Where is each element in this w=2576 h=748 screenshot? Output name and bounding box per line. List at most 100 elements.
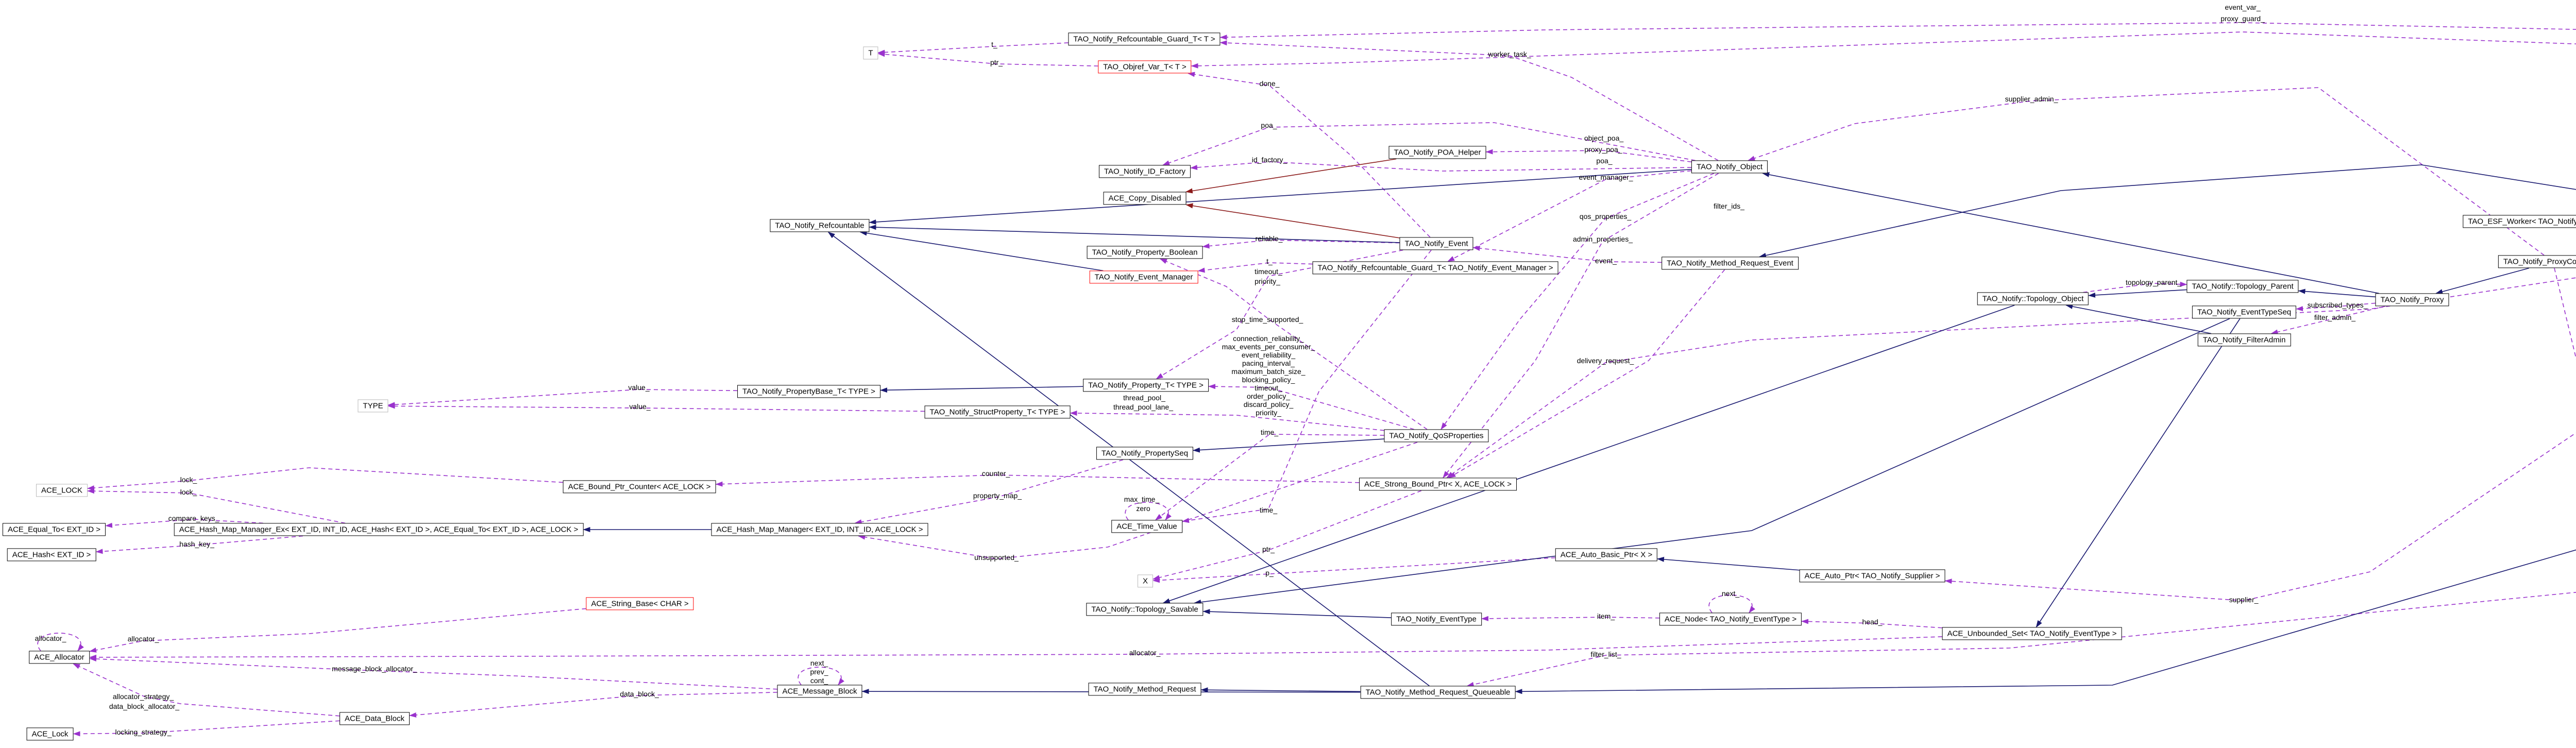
edge-label: zero xyxy=(1136,504,1150,513)
node-equal-to[interactable]: ACE_Equal_To< EXT_ID > xyxy=(2,523,106,536)
edge-guard-t-t-param xyxy=(877,42,1069,55)
edge-notify-object-poa-helper xyxy=(1485,149,1692,163)
node-objref-var[interactable]: TAO_Objref_Var_T< T > xyxy=(1098,60,1192,74)
edge-label: topology_parent_ xyxy=(2125,278,2182,286)
edge-notify-object-qos-properties xyxy=(1440,173,1715,430)
edge-property-t-property-base xyxy=(880,386,1083,393)
node-notify-event[interactable]: TAO_Notify_Event xyxy=(1399,237,1473,250)
node-guard-t[interactable]: TAO_Notify_Refcountable_Guard_T< T > xyxy=(1068,32,1221,46)
edge-label: item_ xyxy=(1597,612,1615,620)
edge-qos-properties-property-seq xyxy=(1193,438,1384,453)
node-ace-lock[interactable]: ACE_Lock xyxy=(26,727,74,741)
edge-auto-basic-ptr-x-param xyxy=(1153,557,1556,583)
node-type-param[interactable]: TYPE xyxy=(358,399,388,413)
edge-label: allocator_ xyxy=(127,635,159,643)
edge-label: allocator_ xyxy=(1129,649,1161,657)
node-hash-map-ex[interactable]: ACE_Hash_Map_Manager_Ex< EXT_ID, INT_ID,… xyxy=(174,523,584,536)
edge-label: supplier_ xyxy=(2229,596,2259,604)
edge-hash-map-ex-ace-lock-t xyxy=(87,488,346,524)
edge-label: done_ xyxy=(1259,79,1280,88)
node-event-type[interactable]: TAO_Notify_EventType xyxy=(1391,613,1482,626)
node-auto-basic-ptr[interactable]: ACE_Auto_Basic_Ptr< X > xyxy=(1555,548,1658,562)
node-guard-em[interactable]: TAO_Notify_Refcountable_Guard_T< TAO_Not… xyxy=(1312,261,1558,275)
node-struct-property[interactable]: TAO_Notify_StructProperty_T< TYPE > xyxy=(924,405,1071,419)
node-poa-helper[interactable]: TAO_Notify_POA_Helper xyxy=(1388,146,1486,159)
node-method-request-event[interactable]: TAO_Notify_Method_Request_Event xyxy=(1662,257,1799,270)
edge-label: event_manager_ xyxy=(1579,173,1633,181)
node-ace-node[interactable]: ACE_Node< TAO_Notify_EventType > xyxy=(1659,613,1802,626)
edge-message-block-self xyxy=(798,667,844,686)
node-data-block[interactable]: ACE_Data_Block xyxy=(340,712,410,725)
node-auto-ptr[interactable]: ACE_Auto_Ptr< TAO_Notify_Supplier > xyxy=(1799,569,1945,583)
node-topology-savable[interactable]: TAO_Notify::Topology_Savable xyxy=(1086,603,1204,616)
edge-notify-proxy-event-type-seq xyxy=(2296,302,2376,312)
edge-label: pacing_interval_ xyxy=(1242,359,1295,367)
edge-unbounded-set-ace-allocator xyxy=(89,636,1942,660)
node-notify-proxy[interactable]: TAO_Notify_Proxy xyxy=(2375,293,2449,307)
edge-time-value-self xyxy=(1125,502,1172,521)
edge-label: locking_strategy_ xyxy=(115,728,172,736)
node-property-boolean[interactable]: TAO_Notify_Property_Boolean xyxy=(1087,246,1203,259)
edge-proxy-consumer-auto-ptr xyxy=(1944,268,2576,601)
node-notify-object[interactable]: TAO_Notify_Object xyxy=(1691,160,1768,174)
edge-qos-properties-struct-property xyxy=(1070,410,1384,431)
edge-filter-admin-topology-object xyxy=(2065,304,2212,334)
node-filter-admin[interactable]: TAO_Notify_FilterAdmin xyxy=(2197,333,2291,347)
node-hash[interactable]: ACE_Hash< EXT_ID > xyxy=(7,548,96,562)
node-property-base[interactable]: TAO_Notify_PropertyBase_T< TYPE > xyxy=(737,385,880,398)
edge-label: supplier_admin_ xyxy=(2005,95,2058,103)
node-refcountable[interactable]: TAO_Notify_Refcountable xyxy=(770,219,870,232)
node-t-param[interactable]: T xyxy=(863,46,878,60)
edge-notify-proxy-topology-parent xyxy=(2298,288,2376,298)
node-event-manager[interactable]: TAO_Notify_Event_Manager xyxy=(1089,270,1198,284)
node-time-value[interactable]: ACE_Time_Value xyxy=(1111,520,1182,533)
node-copy-disabled[interactable]: ACE_Copy_Disabled xyxy=(1103,192,1187,205)
node-strong-bound-ptr[interactable]: ACE_Strong_Bound_Ptr< X, ACE_LOCK > xyxy=(1359,478,1517,491)
edge-label: ptr_ xyxy=(990,58,1003,66)
node-property-t[interactable]: TAO_Notify_Property_T< TYPE > xyxy=(1083,379,1209,392)
edge-ace-allocator-self xyxy=(37,633,84,652)
edge-qos-properties-time-value xyxy=(1155,434,1384,521)
edge-label: lock_ xyxy=(180,475,197,484)
edge-label: ptr_ xyxy=(1262,545,1275,553)
edge-strong-bound-ptr-bound-ptr-counter xyxy=(715,474,1360,487)
edge-notify-event-property-boolean xyxy=(1202,240,1400,249)
node-message-block[interactable]: ACE_Message_Block xyxy=(777,685,862,698)
edge-label: priority_ xyxy=(1256,409,1281,417)
edge-label: head_ xyxy=(1862,618,1883,626)
edge-label: stop_time_supported_ xyxy=(1231,315,1303,324)
edge-label: connection_reliability_ xyxy=(1233,334,1304,343)
node-method-request[interactable]: TAO_Notify_Method_Request xyxy=(1088,683,1201,696)
node-hash-map[interactable]: ACE_Hash_Map_Manager< EXT_ID, INT_ID, AC… xyxy=(711,523,928,536)
node-ace-lock-t[interactable]: ACE_LOCK xyxy=(36,484,88,497)
edge-label: filter_list_ xyxy=(1590,650,1621,658)
node-esf-worker[interactable]: TAO_ESF_Worker< TAO_Notify_ProxySupplier… xyxy=(2463,215,2576,228)
node-method-request-queueable[interactable]: TAO_Notify_Method_Request_Queueable xyxy=(1360,686,1516,699)
node-qos-properties[interactable]: TAO_Notify_QoSProperties xyxy=(1384,429,1489,443)
edge-event-type-seq-topology-savable xyxy=(1194,318,2230,605)
edge-label: hash_key_ xyxy=(179,540,214,548)
node-x-param[interactable]: X xyxy=(1137,574,1154,588)
edge-label: subscribed_types_ xyxy=(2307,301,2368,309)
edge-label: property_map_ xyxy=(973,491,1022,500)
node-proxy-consumer[interactable]: TAO_Notify_ProxyConsumer xyxy=(2498,255,2576,268)
node-topology-parent[interactable]: TAO_Notify::Topology_Parent xyxy=(2187,280,2299,293)
node-unbounded-set[interactable]: ACE_Unbounded_Set< TAO_Notify_EventType … xyxy=(1942,627,2122,640)
node-event-type-seq[interactable]: TAO_Notify_EventTypeSeq xyxy=(2192,305,2297,319)
node-ace-allocator[interactable]: ACE_Allocator xyxy=(29,651,90,664)
edge-notify-event-objref-var xyxy=(1188,72,1431,238)
edge-method-request-lookup-method-request-event xyxy=(1758,164,2576,258)
edge-notify-object-guard-em xyxy=(1447,170,1692,262)
edge-notify-object-refcountable xyxy=(869,168,1692,225)
node-topology-object[interactable]: TAO_Notify::Topology_Object xyxy=(1977,292,2089,305)
edge-label: proxy_poa_ xyxy=(1584,145,1622,154)
edge-label: allocator_ xyxy=(35,634,66,642)
edge-hash-map-ex-hash xyxy=(95,535,303,554)
node-property-seq[interactable]: TAO_Notify_PropertySeq xyxy=(1096,447,1194,460)
edge-hash-map-ex-equal-to xyxy=(105,519,263,528)
node-id-factory[interactable]: TAO_Notify_ID_Factory xyxy=(1098,165,1191,178)
edge-label: message_block_allocator_ xyxy=(332,665,417,673)
node-bound-ptr-counter[interactable]: ACE_Bound_Ptr_Counter< ACE_LOCK > xyxy=(563,480,716,494)
edge-label: filter_admin_ xyxy=(2314,313,2356,321)
node-string-base[interactable]: ACE_String_Base< CHAR > xyxy=(586,597,694,610)
